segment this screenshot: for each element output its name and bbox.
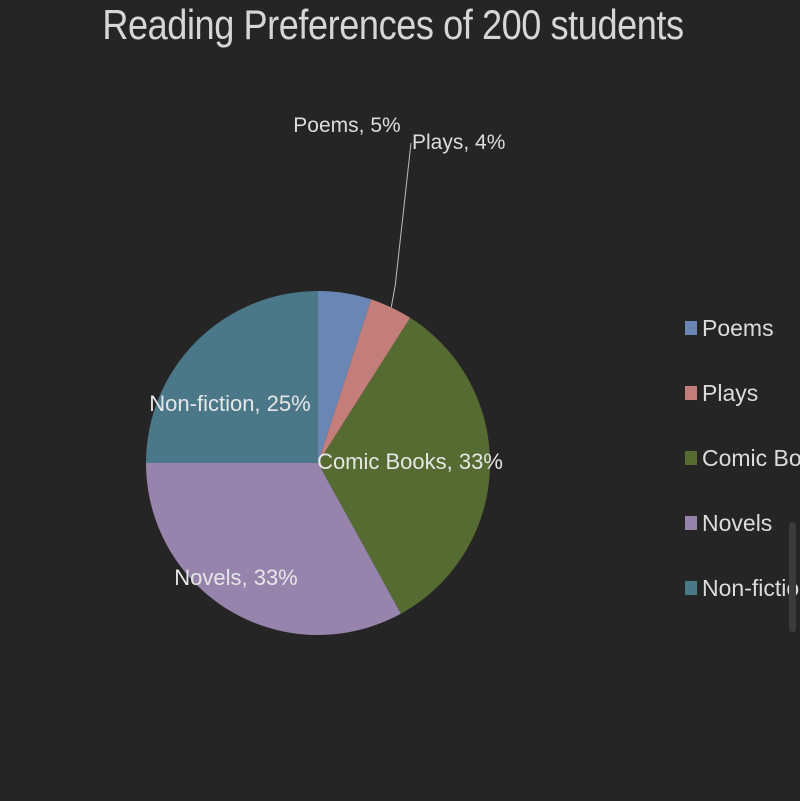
scrollbar[interactable]: [789, 522, 796, 632]
leader-line-plays: [390, 142, 412, 308]
leader-lines: [390, 142, 412, 308]
pie-slice-non-fiction: [146, 291, 318, 463]
pie-slices: [145, 291, 490, 635]
legend-label-plays: Plays: [702, 380, 758, 406]
slice-label-novels: Novels, 33%: [174, 565, 298, 590]
legend-swatch-comic-books: [685, 451, 697, 465]
chart-title: Reading Preferences of 200 students: [102, 1, 684, 48]
slice-label-non-fiction: Non-fiction, 25%: [149, 391, 310, 416]
slice-labels: Poems, 5% Plays, 4% Comic Books, 33% Novels…: [149, 114, 505, 590]
legend-swatch-novels: [685, 516, 697, 530]
legend-label-non-fiction: Non-fiction: [702, 575, 800, 601]
legend-swatch-non-fiction: [685, 581, 697, 595]
legend-label-poems: Poems: [702, 315, 774, 341]
slice-label-poems: Poems, 5%: [293, 114, 400, 137]
legend-swatch-poems: [685, 321, 697, 335]
legend-label-comic-books: Comic Books: [702, 445, 800, 471]
legend-label-novels: Novels: [702, 510, 772, 536]
slice-label-plays: Plays, 4%: [412, 131, 505, 154]
pie-slice-poems: [318, 291, 372, 463]
legend: Poems Plays Comic Books Novels Non-fiction: [685, 315, 800, 601]
pie-slice-comic-books: [318, 317, 490, 614]
pie-slice-plays: [318, 299, 411, 463]
legend-swatch-plays: [685, 386, 697, 400]
pie-slice-novels: [145, 463, 401, 635]
slice-label-comic-books: Comic Books, 33%: [317, 449, 503, 474]
